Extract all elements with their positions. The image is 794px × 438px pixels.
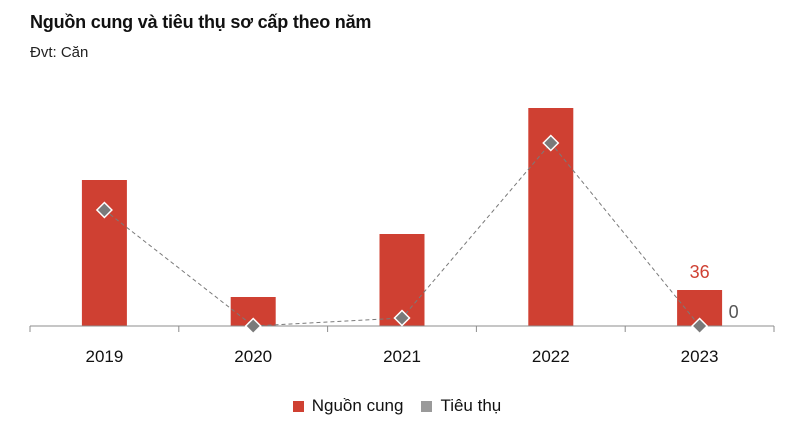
- legend-label-supply: Nguồn cung: [311, 396, 404, 415]
- x-tick-label-2020: 2020: [234, 347, 272, 366]
- legend: Nguồn cung Tiêu thụ: [0, 396, 794, 416]
- legend-item-supply: Nguồn cung: [292, 396, 404, 416]
- consumption-marker-2020: [244, 317, 262, 335]
- consumption-marker-2019: [95, 201, 113, 219]
- x-tick-label-2021: 2021: [383, 347, 421, 366]
- legend-label-consumption: Tiêu thụ: [440, 396, 502, 415]
- consumption-marker-2023: [691, 317, 709, 335]
- data-label-supply-2023: 36: [690, 262, 710, 282]
- x-tick-label-2022: 2022: [532, 347, 570, 366]
- legend-item-consumption: Tiêu thụ: [421, 396, 501, 416]
- data-label-consumption-2023: 0: [729, 302, 739, 322]
- consumption-marker-2022: [542, 134, 560, 152]
- chart-title: Nguồn cung và tiêu thụ sơ cấp theo năm: [30, 12, 372, 32]
- x-tick-label-2023: 2023: [681, 347, 719, 366]
- legend-swatch-supply: [292, 400, 304, 412]
- x-tick-label-2019: 2019: [85, 347, 123, 366]
- legend-swatch-consumption: [421, 400, 433, 412]
- chart-unit-label: Đvt: Căn: [30, 44, 89, 61]
- consumption-marker-2021: [393, 309, 411, 327]
